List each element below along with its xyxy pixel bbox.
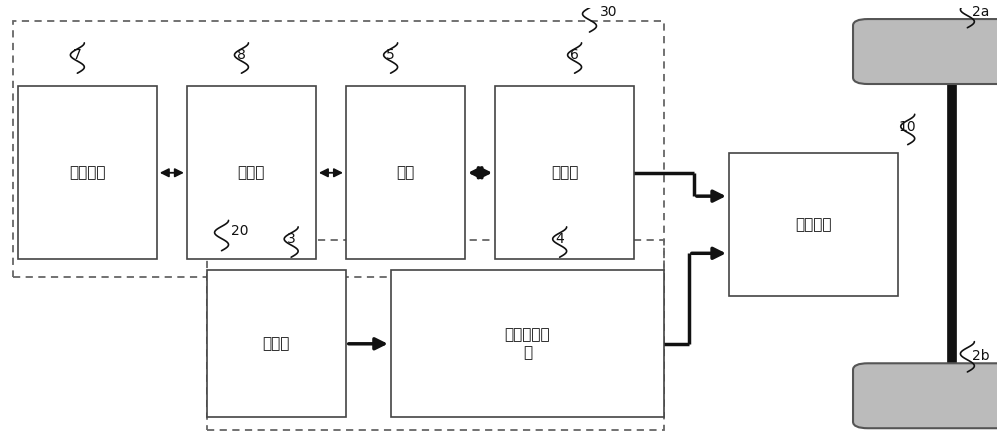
Text: 动力电池: 动力电池 (69, 165, 106, 180)
Text: 发动机: 发动机 (263, 336, 290, 351)
Bar (207, 270, 346, 417)
Text: 2a: 2a (972, 5, 990, 19)
Text: 8: 8 (237, 48, 246, 62)
Bar (13, 21, 664, 277)
Text: 减速器: 减速器 (551, 165, 578, 180)
Text: 电机: 电机 (396, 165, 415, 180)
Text: 5: 5 (386, 48, 395, 62)
Bar (391, 270, 664, 417)
Text: 3: 3 (287, 232, 296, 246)
Bar (187, 86, 316, 259)
Text: 传动装置: 传动装置 (795, 217, 832, 232)
Text: 双离合变速
器: 双离合变速 器 (505, 328, 550, 360)
Bar (207, 240, 664, 430)
Text: 30: 30 (599, 5, 617, 19)
Bar (346, 86, 465, 259)
Text: 6: 6 (570, 48, 579, 62)
Text: 4: 4 (555, 232, 564, 246)
Text: 7: 7 (73, 48, 82, 62)
FancyBboxPatch shape (853, 363, 1000, 428)
Text: 逆变器: 逆变器 (238, 165, 265, 180)
Text: 20: 20 (231, 224, 249, 238)
Text: 2b: 2b (972, 349, 990, 363)
Bar (729, 153, 898, 296)
Bar (495, 86, 634, 259)
Bar (18, 86, 157, 259)
Text: 10: 10 (899, 120, 917, 134)
FancyBboxPatch shape (853, 19, 1000, 84)
